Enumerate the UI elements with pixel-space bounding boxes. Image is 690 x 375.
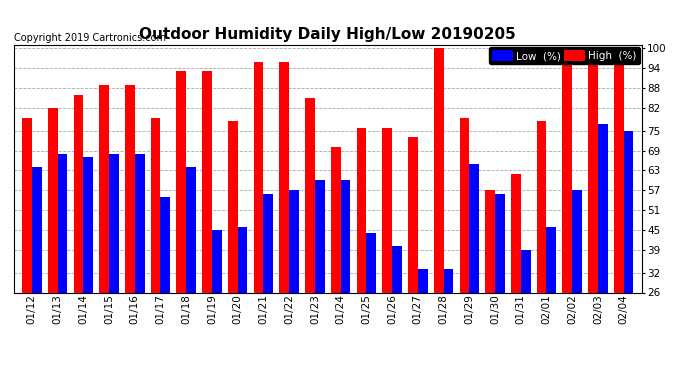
- Bar: [48, 108, 57, 375]
- Bar: [382, 128, 392, 375]
- Bar: [135, 154, 144, 375]
- Bar: [357, 128, 366, 375]
- Bar: [150, 118, 161, 375]
- Bar: [495, 194, 505, 375]
- Bar: [572, 190, 582, 375]
- Bar: [22, 118, 32, 375]
- Bar: [315, 180, 325, 375]
- Title: Outdoor Humidity Daily High/Low 20190205: Outdoor Humidity Daily High/Low 20190205: [139, 27, 516, 42]
- Bar: [444, 269, 453, 375]
- Bar: [546, 226, 556, 375]
- Bar: [305, 98, 315, 375]
- Bar: [109, 154, 119, 375]
- Bar: [614, 48, 624, 375]
- Bar: [32, 167, 41, 375]
- Bar: [202, 71, 212, 375]
- Bar: [469, 164, 479, 375]
- Bar: [588, 48, 598, 375]
- Bar: [562, 52, 572, 375]
- Bar: [57, 154, 68, 375]
- Bar: [341, 180, 351, 375]
- Legend: Low  (%), High  (%): Low (%), High (%): [489, 47, 640, 64]
- Bar: [237, 226, 248, 375]
- Bar: [83, 157, 93, 375]
- Bar: [212, 230, 221, 375]
- Bar: [177, 71, 186, 375]
- Bar: [511, 174, 521, 375]
- Bar: [460, 118, 469, 375]
- Bar: [186, 167, 196, 375]
- Bar: [485, 190, 495, 375]
- Bar: [537, 121, 546, 375]
- Bar: [366, 233, 376, 375]
- Bar: [434, 48, 444, 375]
- Bar: [125, 85, 135, 375]
- Bar: [279, 62, 289, 375]
- Bar: [521, 250, 531, 375]
- Bar: [99, 85, 109, 375]
- Bar: [418, 269, 428, 375]
- Bar: [228, 121, 237, 375]
- Bar: [408, 137, 418, 375]
- Bar: [254, 62, 264, 375]
- Bar: [624, 131, 633, 375]
- Bar: [331, 147, 341, 375]
- Bar: [392, 246, 402, 375]
- Bar: [289, 190, 299, 375]
- Text: Copyright 2019 Cartronics.com: Copyright 2019 Cartronics.com: [14, 33, 166, 42]
- Bar: [161, 197, 170, 375]
- Bar: [264, 194, 273, 375]
- Bar: [598, 124, 608, 375]
- Bar: [74, 94, 83, 375]
